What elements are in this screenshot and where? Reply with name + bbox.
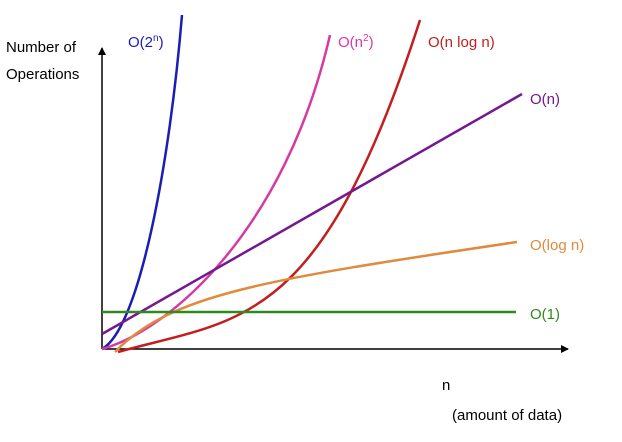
- x-axis-label-line-1: n: [442, 377, 450, 394]
- x-axis-label-line-2: (amount of data): [452, 407, 562, 424]
- series-label-o-n-squared: O(n2): [338, 33, 374, 51]
- series-line-o-n: [101, 92, 523, 336]
- series-line-o-2-n: [101, 14, 184, 351]
- series-line-o-n-squared: [101, 34, 332, 351]
- series-label-o-1: O(1): [530, 306, 560, 323]
- series-label-o-n-log-n: O(n log n): [428, 34, 495, 51]
- series-line-o-n-log-n: [117, 19, 422, 354]
- series-label-o-2-n: O(2n): [128, 33, 164, 51]
- y-axis-label-line-2: Operations: [6, 66, 79, 83]
- series-label-o-log-n: O(log n): [530, 237, 584, 254]
- series-line-o-log-n: [114, 240, 518, 353]
- y-axis-label-line-1: Number of: [6, 39, 77, 56]
- series-label-o-n: O(n): [530, 91, 560, 108]
